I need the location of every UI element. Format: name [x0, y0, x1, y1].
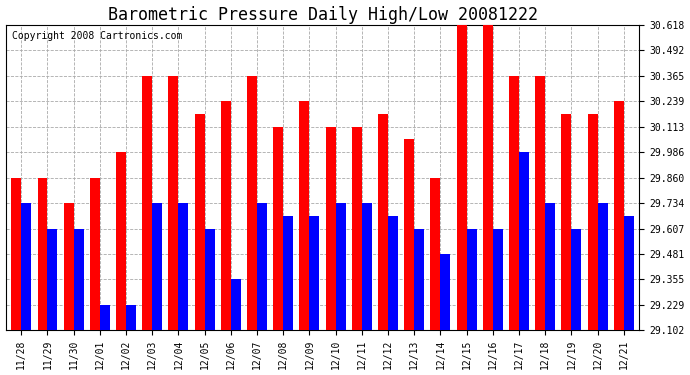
Bar [404, 140, 414, 330]
Bar [326, 127, 335, 330]
Bar [335, 203, 346, 330]
Bar [414, 229, 424, 330]
Bar [378, 114, 388, 330]
Bar [352, 127, 362, 330]
Bar [431, 178, 440, 330]
Bar [21, 203, 31, 330]
Bar [571, 229, 581, 330]
Bar [231, 279, 241, 330]
Bar [493, 229, 503, 330]
Bar [614, 101, 624, 330]
Bar [179, 203, 188, 330]
Bar [48, 229, 57, 330]
Bar [624, 216, 633, 330]
Bar [126, 305, 136, 330]
Bar [37, 178, 48, 330]
Bar [205, 229, 215, 330]
Bar [257, 203, 267, 330]
Bar [545, 203, 555, 330]
Bar [440, 254, 451, 330]
Bar [598, 203, 607, 330]
Bar [535, 76, 545, 330]
Bar [457, 25, 466, 330]
Bar [588, 114, 598, 330]
Bar [168, 76, 179, 330]
Bar [299, 101, 309, 330]
Bar [100, 305, 110, 330]
Bar [90, 178, 100, 330]
Bar [142, 76, 152, 330]
Bar [519, 152, 529, 330]
Bar [466, 229, 477, 330]
Bar [63, 203, 74, 330]
Bar [247, 76, 257, 330]
Bar [283, 216, 293, 330]
Bar [116, 152, 126, 330]
Bar [362, 203, 372, 330]
Bar [221, 101, 231, 330]
Bar [483, 25, 493, 330]
Bar [309, 216, 319, 330]
Bar [509, 76, 519, 330]
Bar [562, 114, 571, 330]
Bar [273, 127, 283, 330]
Bar [152, 203, 162, 330]
Bar [11, 178, 21, 330]
Title: Barometric Pressure Daily High/Low 20081222: Barometric Pressure Daily High/Low 20081… [108, 6, 538, 24]
Bar [388, 216, 398, 330]
Bar [195, 114, 205, 330]
Text: Copyright 2008 Cartronics.com: Copyright 2008 Cartronics.com [12, 31, 182, 41]
Bar [74, 229, 83, 330]
